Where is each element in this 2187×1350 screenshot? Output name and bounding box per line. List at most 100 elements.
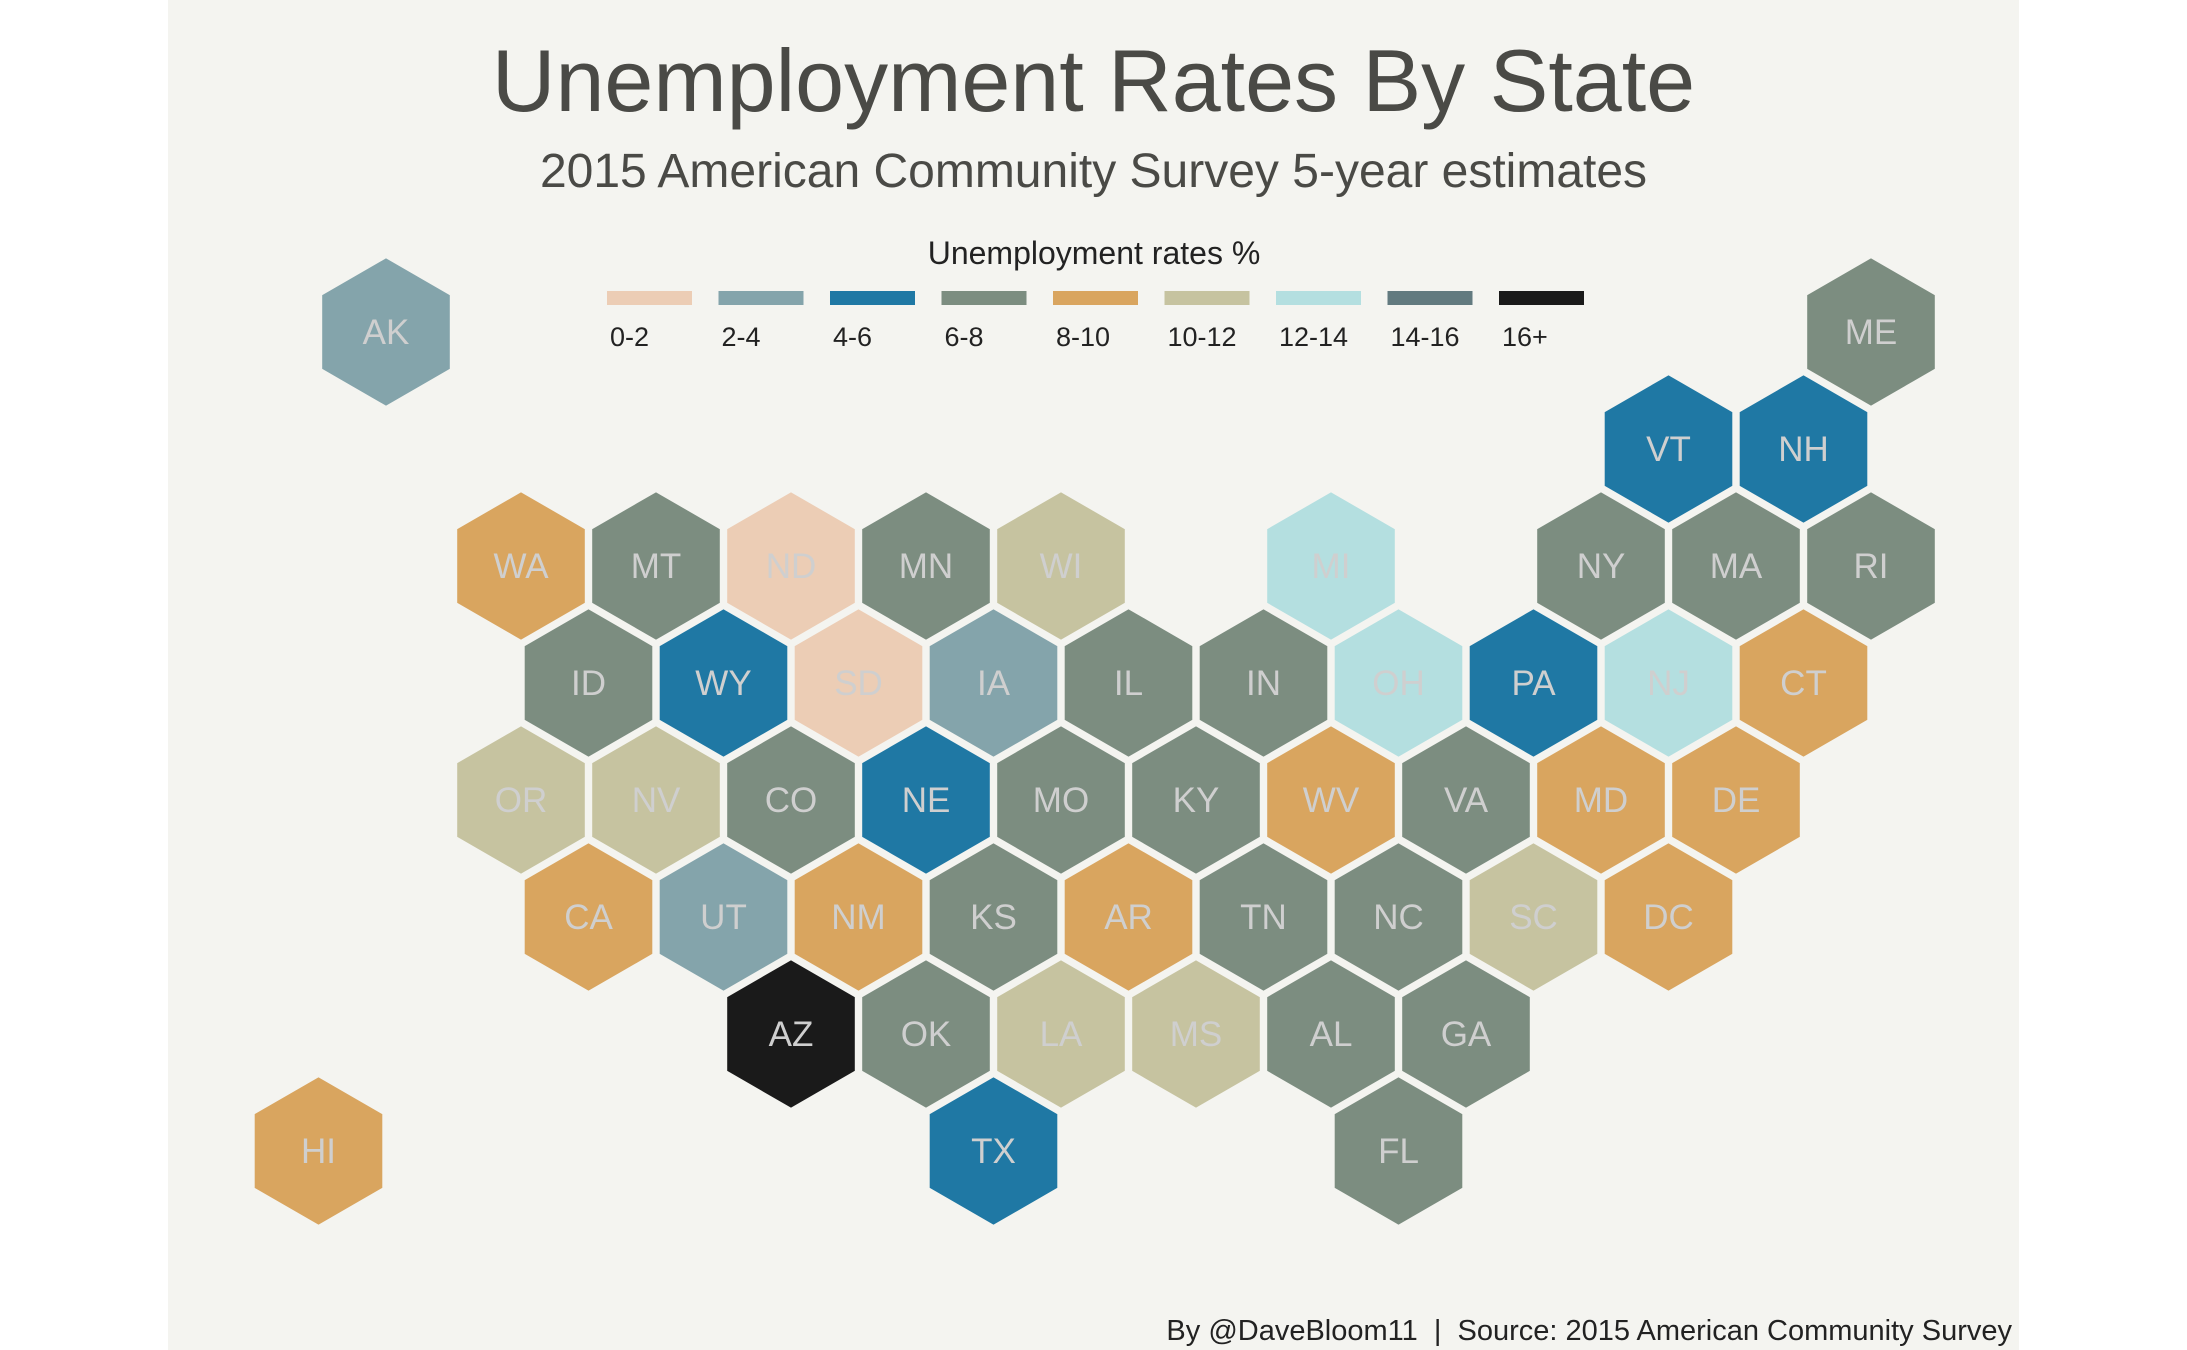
state-hex-wv (1263, 721, 1399, 879)
state-label: AR (1104, 898, 1153, 937)
state-label: DC (1643, 898, 1694, 937)
state-label: OH (1372, 664, 1425, 703)
state-hex-ks (925, 838, 1062, 996)
state-hex-il (1060, 604, 1197, 762)
legend-swatch (1164, 291, 1250, 305)
state-hex-az (723, 955, 859, 1113)
state-label: RI (1854, 547, 1889, 586)
legend-swatch (718, 291, 804, 305)
state-label: NJ (1647, 664, 1690, 703)
state-hex-ri (1803, 487, 1939, 645)
state-label: WV (1303, 781, 1360, 820)
state-hex-nj (1600, 604, 1737, 762)
state-hex-ms (1128, 955, 1264, 1113)
state-label: ID (571, 664, 606, 703)
state-label: MI (1312, 547, 1351, 586)
state-label: MD (1574, 781, 1628, 820)
state-label: VA (1444, 781, 1489, 820)
legend-swatch (1499, 291, 1584, 305)
state-hex-nc (1330, 838, 1467, 996)
state-hex-ga (1398, 955, 1534, 1113)
state-hex-fl (1330, 1072, 1467, 1230)
state-label: IA (977, 664, 1011, 703)
legend-label: 14-16 (1391, 322, 1460, 352)
map-title: Unemployment Rates By State (491, 31, 1696, 130)
state-hex-la (993, 955, 1129, 1113)
state-label: ND (766, 547, 817, 586)
legend-label: 8-10 (1056, 322, 1110, 352)
legend-label: 2-4 (722, 322, 761, 352)
state-hex-co (723, 721, 859, 879)
legend-label: 10-12 (1168, 322, 1237, 352)
state-hex-tx (925, 1072, 1062, 1230)
state-hex-nv (588, 721, 724, 879)
legend: Unemployment rates % 0-2 2-4 4-6 6-8 8-10 10-… (607, 235, 1584, 352)
state-label: CA (564, 898, 613, 937)
state-label: TN (1240, 898, 1287, 937)
state-hex-ia (925, 604, 1062, 762)
state-label: MS (1170, 1015, 1223, 1054)
state-hex-oh (1330, 604, 1467, 762)
state-hex-ut (655, 838, 792, 996)
state-label: IL (1114, 664, 1143, 703)
state-hex-ak (318, 253, 454, 411)
state-hex-mn (858, 487, 994, 645)
state-hex-dc (1600, 838, 1737, 996)
state-hex-wa (453, 487, 589, 645)
state-hex-ny (1533, 487, 1669, 645)
state-label: OK (901, 1015, 952, 1054)
state-label: IN (1246, 664, 1281, 703)
state-label: HI (301, 1132, 336, 1171)
state-label: OR (495, 781, 548, 820)
state-label: FL (1378, 1132, 1419, 1171)
state-label: AK (363, 313, 410, 352)
state-hex-sc (1465, 838, 1602, 996)
state-hex-tn (1195, 838, 1332, 996)
state-hex-nm (790, 838, 927, 996)
state-hex-hi (250, 1072, 387, 1230)
legend-label: 4-6 (833, 322, 872, 352)
state-hex-wi (993, 487, 1129, 645)
state-hex-mo (993, 721, 1129, 879)
state-hex-in (1195, 604, 1332, 762)
state-label: KY (1173, 781, 1220, 820)
state-hex-ok (858, 955, 994, 1113)
state-hex-me (1803, 253, 1939, 411)
state-label: SC (1509, 898, 1558, 937)
state-hex-de (1668, 721, 1804, 879)
state-hex-ne (858, 721, 994, 879)
legend-label: 0-2 (610, 322, 649, 352)
state-hex-vt (1600, 370, 1737, 528)
state-hex-ct (1735, 604, 1872, 762)
legend-swatch (1387, 291, 1473, 305)
state-hex-ar (1060, 838, 1197, 996)
state-label: MN (899, 547, 953, 586)
state-hex-nh (1735, 370, 1872, 528)
state-label: WY (695, 664, 751, 703)
state-hex-id (520, 604, 657, 762)
state-label: AL (1310, 1015, 1353, 1054)
state-hex-nd (723, 487, 859, 645)
legend-swatch (830, 291, 915, 305)
state-label: SD (834, 664, 883, 703)
state-label: CO (765, 781, 818, 820)
state-label: NY (1577, 547, 1626, 586)
legend-swatch (1276, 291, 1361, 305)
state-label: TX (971, 1132, 1016, 1171)
map-subtitle: 2015 American Community Survey 5-year es… (539, 145, 1648, 198)
legend-swatch (1053, 291, 1138, 305)
source-caption: By @DaveBloom11 | Source: 2015 American … (1166, 1315, 2012, 1347)
state-label: NV (632, 781, 681, 820)
state-label: KS (970, 898, 1017, 937)
legend-swatch (941, 291, 1027, 305)
state-hex-ma (1668, 487, 1804, 645)
legend-label: 16+ (1502, 322, 1548, 352)
state-label: MT (631, 547, 682, 586)
state-label: MO (1033, 781, 1089, 820)
state-hex-ca (520, 838, 657, 996)
state-label: NM (831, 898, 885, 937)
legend-label: 12-14 (1279, 322, 1348, 352)
state-label: DE (1712, 781, 1761, 820)
state-label: MA (1710, 547, 1763, 586)
